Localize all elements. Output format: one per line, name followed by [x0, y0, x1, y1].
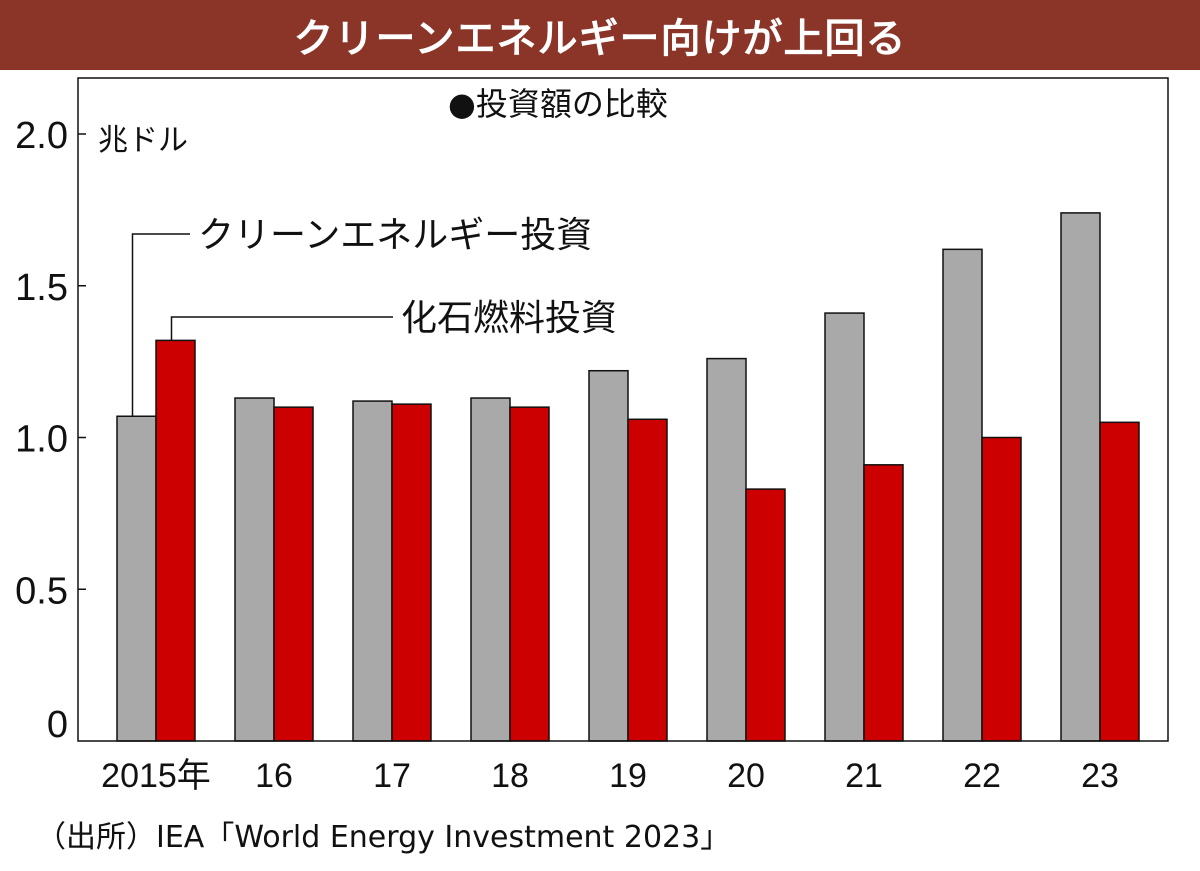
x-tick-label: 22: [963, 757, 1001, 795]
bar-fossil-0: [155, 339, 196, 742]
x-tick-label: 18: [491, 757, 529, 795]
bar-clean-2: [352, 400, 393, 742]
legend-leader-clean: [131, 233, 190, 417]
y-tick-label: 2.0: [15, 115, 68, 157]
x-tick-label: 2015年: [101, 757, 211, 795]
x-tick-label: 21: [845, 757, 883, 795]
bar-fossil-5: [745, 488, 786, 742]
source-note: （出所）IEA「World Energy Investment 2023」: [36, 820, 731, 855]
legend-label-clean: クリーンエネルギー投資: [198, 215, 592, 256]
bar-fossil-8: [1099, 421, 1140, 742]
x-tick-label: 16: [255, 757, 293, 795]
x-tick-label: 23: [1081, 757, 1119, 795]
bar-clean-1: [234, 397, 275, 742]
bar-fossil-7: [981, 436, 1022, 742]
bar-clean-6: [824, 312, 865, 742]
bar-fossil-1: [273, 406, 314, 742]
x-tick-label: 20: [727, 757, 765, 795]
axes-layer: [77, 77, 1169, 742]
bar-clean-4: [588, 369, 629, 742]
bars-layer: [116, 212, 1140, 742]
plot-frame: [77, 77, 1169, 742]
y-axis-unit-label: 兆ドル: [98, 123, 188, 158]
bar-fossil-4: [627, 418, 668, 742]
bar-clean-8: [1060, 212, 1101, 742]
chart-header: クリーンエネルギー向けが上回る: [0, 0, 1200, 70]
bar-clean-0: [116, 415, 157, 742]
bar-fossil-3: [509, 406, 550, 742]
bar-clean-3: [470, 397, 511, 742]
y-tick-label: 0.5: [15, 570, 68, 612]
legend-leader-fossil: [170, 316, 393, 341]
bar-fossil-2: [391, 403, 432, 742]
x-tick-label: 19: [609, 757, 647, 795]
bar-clean-7: [942, 248, 983, 742]
bar-fossil-6: [863, 464, 904, 742]
y-tick-label: 0: [47, 704, 68, 746]
y-tick-label: 1.5: [15, 267, 68, 309]
x-tick-label: 17: [373, 757, 411, 795]
y-tick-label: 1.0: [15, 419, 68, 461]
bar-clean-5: [706, 357, 747, 742]
chart-title: ●投資額の比較: [448, 85, 668, 123]
bar-chart: 2015年 16 17 18 19 20 21 22 23 0 0.5 1.0 1.5 2.0 クリーンエ…: [15, 77, 1169, 795]
legend-label-fossil: 化石燃料投資: [401, 298, 617, 339]
labels-layer: 2015年 16 17 18 19 20 21 22 23 0 0.5 1.0 1.5 2.0: [15, 115, 1119, 795]
